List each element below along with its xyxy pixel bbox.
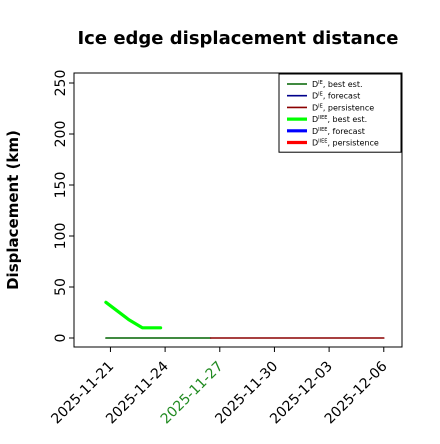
- plot-frame: [73, 72, 403, 348]
- y-axis-label: Displacement (km): [4, 130, 22, 290]
- series-line: [104, 300, 163, 330]
- legend-label: DIIEE, persistence: [312, 139, 379, 148]
- legend-label: DIE, persistence: [312, 103, 374, 112]
- legend-label: DIIEE, forecast: [312, 127, 365, 136]
- legend-box: [278, 73, 402, 153]
- y-tick-label: 150: [53, 172, 69, 199]
- legend-label: DIIEE, best est.: [312, 115, 367, 124]
- y-tick-label: 250: [53, 70, 69, 97]
- legend-label: DIE, best est.: [312, 80, 363, 89]
- legend: DIE, best est. DIE, forecast DIE, persiste…: [278, 73, 402, 153]
- y-tick-label: 100: [53, 223, 69, 250]
- chart-title: Ice edge displacement distance: [77, 28, 398, 49]
- legend-label: DIE, forecast: [312, 92, 360, 101]
- y-tick-label: 200: [53, 121, 69, 148]
- y-tick-label: 50: [53, 278, 69, 296]
- y-tick-label: 0: [53, 334, 69, 343]
